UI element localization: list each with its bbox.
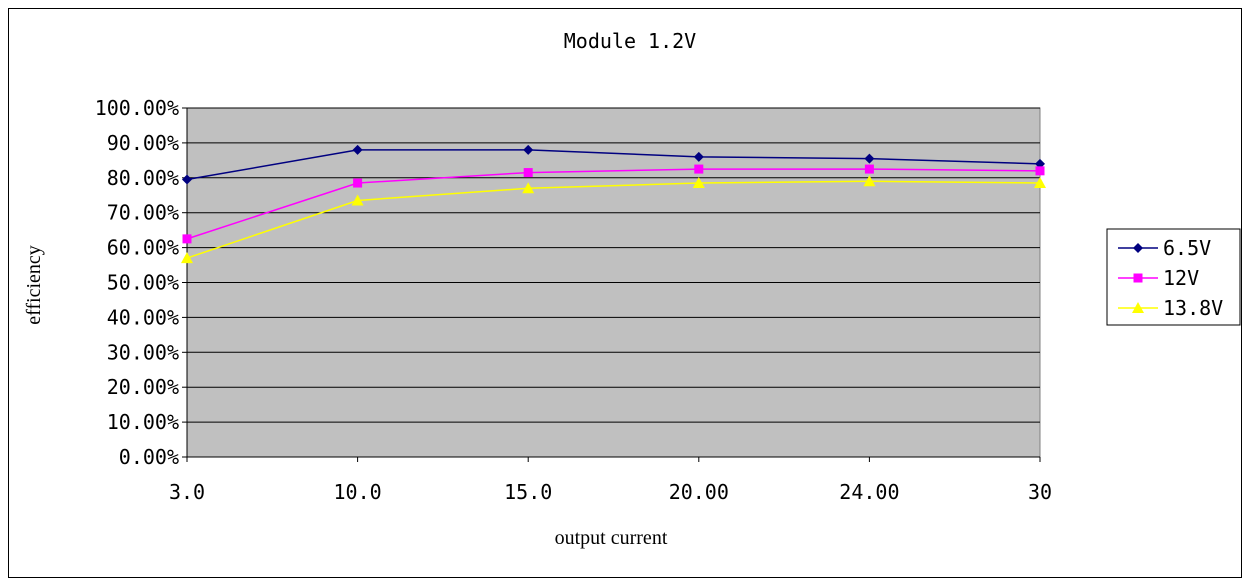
legend-marker (1132, 302, 1144, 313)
data-point (182, 234, 192, 244)
x-tick-label: 3.0 (169, 480, 205, 504)
y-tick-label: 10.00% (107, 410, 179, 434)
data-point (523, 144, 534, 155)
y-tick-label: 60.00% (107, 236, 179, 260)
legend-label: 13.8V (1163, 296, 1223, 320)
legend-marker (1133, 273, 1143, 283)
y-tick-label: 100.00% (95, 96, 179, 120)
data-point (522, 182, 535, 194)
x-tick-label: 15.0 (504, 480, 552, 504)
y-axis-label: efficiency (23, 245, 45, 325)
series-markers (181, 144, 1046, 264)
data-point (863, 175, 876, 187)
y-tick-label: 90.00% (107, 131, 179, 155)
y-tick-label: 0.00% (119, 445, 179, 469)
data-point (181, 252, 193, 264)
legend-label: 6.5V (1163, 236, 1211, 260)
legend: 6.5V 12V 13.8V (1106, 228, 1241, 326)
x-tick-label: 20.00 (669, 480, 729, 504)
data-point (1035, 166, 1045, 176)
x-tick-label: 30 (1028, 480, 1052, 504)
series-lines (186, 149, 1041, 259)
data-point (864, 164, 874, 174)
y-tick-label: 50.00% (107, 271, 179, 295)
series-line-1 (186, 168, 1041, 240)
y-tick-label: 70.00% (107, 201, 179, 225)
legend-marker (1133, 243, 1143, 253)
y-tick-label: 40.00% (107, 305, 179, 329)
data-point (1034, 177, 1046, 189)
data-point (693, 151, 704, 162)
y-tick-label: 30.00% (107, 340, 179, 364)
data-point (694, 164, 704, 174)
data-point (692, 177, 705, 189)
x-tick-label: 10.0 (334, 480, 382, 504)
data-point (353, 178, 363, 188)
grid-lines (187, 107, 1040, 458)
data-point (352, 144, 363, 155)
x-tick-label: 24.00 (839, 480, 899, 504)
series-line-2 (186, 180, 1041, 259)
data-point (523, 168, 533, 178)
legend-items: 6.5V 12V 13.8V (1118, 236, 1223, 320)
y-axis-ticks: 0.00% 10.00% 20.00% 30.00% 40.00% 50.00% 60.00… (95, 96, 188, 469)
efficiency-chart: Module 1.2V 0.00% 10.00% 20.00% 30.00% 40.00… (23, 29, 1241, 549)
y-tick-label: 20.00% (107, 375, 179, 399)
data-point (182, 174, 192, 185)
legend-label: 12V (1163, 266, 1199, 290)
series-line-0 (186, 149, 1041, 181)
data-point (864, 153, 875, 164)
x-axis-ticks: 3.0 10.0 15.0 20.00 24.00 30 (169, 456, 1052, 504)
chart-title: Module 1.2V (564, 29, 696, 53)
data-point (351, 194, 364, 206)
x-axis-label: output current (555, 527, 668, 549)
y-tick-label: 80.00% (107, 166, 179, 190)
legend-box (1106, 228, 1241, 326)
